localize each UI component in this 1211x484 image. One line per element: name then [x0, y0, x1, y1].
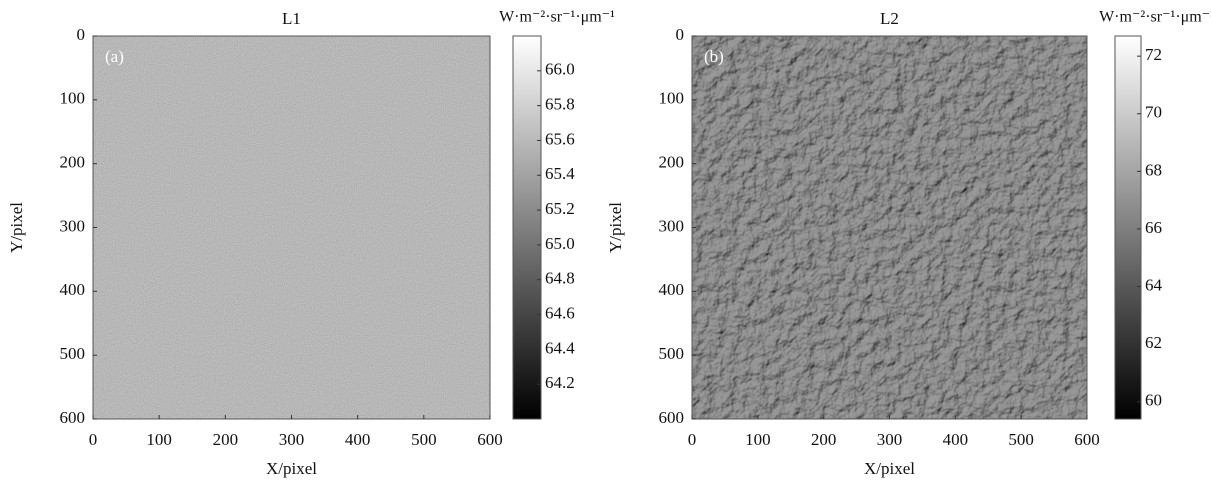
- colorbar: [512, 35, 542, 420]
- colorbar-tick-label: 60: [1145, 391, 1162, 410]
- colorbar: [1114, 35, 1142, 420]
- panel-label: (b): [704, 47, 724, 66]
- colorbar-tick-label: 64.4: [545, 338, 575, 357]
- chart-title: L1: [282, 9, 301, 28]
- panel-label: (a): [105, 47, 124, 66]
- x-tick-label: 200: [811, 430, 837, 449]
- x-tick-label: 400: [943, 430, 969, 449]
- x-axis-label: X/pixel: [266, 459, 317, 478]
- y-tick-label: 200: [60, 153, 86, 172]
- colorbar-tick-label: 65.6: [545, 129, 575, 148]
- y-tick-label: 600: [60, 408, 86, 427]
- y-tick-label: 0: [676, 25, 685, 44]
- x-tick-label: 0: [688, 430, 697, 449]
- colorbar-label: W·m⁻²·sr⁻¹·μm⁻¹: [499, 9, 615, 26]
- x-tick-label: 500: [411, 430, 437, 449]
- colorbar-tick-label: 72: [1145, 45, 1162, 64]
- y-tick-label: 600: [659, 408, 685, 427]
- colorbar-tick-label: 62: [1145, 333, 1162, 352]
- y-tick-label: 0: [77, 25, 86, 44]
- colorbar-tick-label: 70: [1145, 103, 1162, 122]
- y-tick-label: 400: [60, 280, 86, 299]
- x-tick-label: 400: [345, 430, 371, 449]
- colorbar-tick-label: 66.0: [545, 60, 575, 79]
- colorbar-tick-label: 68: [1145, 160, 1162, 179]
- colorbar-tick-label: 66: [1145, 218, 1162, 237]
- colorbar-tick-label: 64.8: [545, 269, 575, 288]
- x-tick-label: 100: [745, 430, 771, 449]
- y-tick-label: 400: [659, 280, 685, 299]
- colorbar-tick-label: 64: [1145, 275, 1163, 294]
- image: [93, 36, 490, 419]
- colorbar-tick-label: 65.2: [545, 199, 575, 218]
- y-tick-label: 300: [60, 216, 86, 235]
- y-tick-label: 200: [659, 153, 685, 172]
- x-tick-label: 300: [877, 430, 903, 449]
- x-tick-label: 600: [477, 430, 503, 449]
- colorbar-tick-label: 65.8: [545, 95, 575, 114]
- image: [692, 36, 1087, 419]
- x-axis-label: X/pixel: [864, 459, 915, 478]
- colorbar-label: W·m⁻²·sr⁻¹·μm⁻¹: [1099, 9, 1211, 26]
- x-tick-label: 200: [213, 430, 239, 449]
- colorbar-tick-label: 65.0: [545, 234, 575, 253]
- y-tick-label: 500: [659, 344, 685, 363]
- x-tick-label: 0: [89, 430, 98, 449]
- x-tick-label: 100: [146, 430, 172, 449]
- y-tick-label: 100: [659, 89, 685, 108]
- y-tick-label: 100: [60, 89, 86, 108]
- colorbar-tick-label: 64.6: [545, 303, 575, 322]
- x-tick-label: 300: [279, 430, 305, 449]
- y-axis-label: Y/pixel: [7, 202, 26, 253]
- x-tick-label: 500: [1008, 430, 1034, 449]
- chart-title: L2: [880, 9, 899, 28]
- colorbar-tick-label: 65.4: [545, 164, 575, 183]
- colorbar-tick-label: 64.2: [545, 373, 575, 392]
- x-tick-label: 600: [1074, 430, 1100, 449]
- y-axis-label: Y/pixel: [606, 202, 625, 253]
- y-tick-label: 300: [659, 216, 685, 235]
- y-tick-label: 500: [60, 344, 86, 363]
